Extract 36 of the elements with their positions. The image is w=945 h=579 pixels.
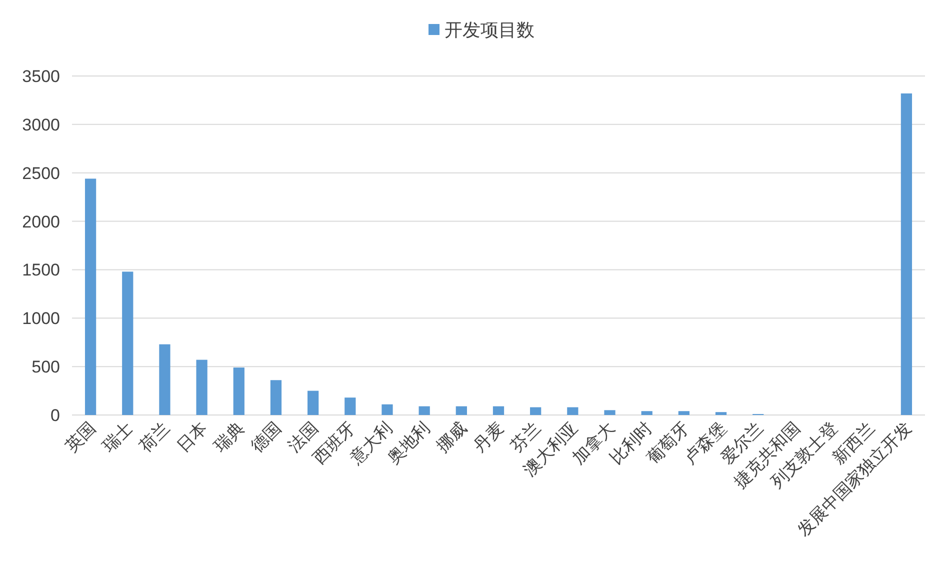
y-tick-label: 500 (32, 358, 60, 377)
x-tick-label: 挪威 (432, 418, 470, 456)
x-tick-label: 日本 (173, 418, 211, 456)
x-tick-label: 瑞典 (210, 418, 248, 456)
bar (604, 410, 616, 415)
x-tick-label: 瑞士 (98, 418, 136, 456)
y-tick-label: 2500 (22, 164, 60, 183)
y-tick-label: 2000 (22, 212, 60, 232)
legend-label: 开发项目数 (444, 20, 534, 40)
x-tick-label: 荷兰 (136, 418, 174, 456)
bar (270, 380, 282, 415)
y-tick-label: 0 (50, 406, 60, 425)
bar (308, 390, 319, 415)
x-tick-label: 德国 (247, 418, 285, 456)
bar (344, 398, 356, 415)
bar (122, 272, 134, 415)
bar (678, 411, 690, 415)
y-tick-label: 3000 (22, 115, 60, 134)
bar (233, 368, 244, 415)
bar (492, 406, 504, 415)
bar (900, 93, 912, 415)
y-tick-label: 1000 (22, 309, 60, 328)
y-tick-label: 3500 (22, 67, 60, 86)
x-tick-label: 英国 (62, 418, 100, 456)
bar (382, 404, 393, 415)
bar (418, 406, 430, 415)
bar (196, 360, 208, 415)
bar (159, 344, 170, 415)
y-tick-label: 1500 (22, 260, 60, 280)
bar (456, 406, 467, 415)
bar (567, 407, 578, 415)
x-tick-label: 丹麦 (470, 418, 508, 456)
bar (715, 412, 727, 415)
bar (641, 411, 652, 415)
bar (530, 407, 542, 415)
bar (84, 178, 96, 415)
